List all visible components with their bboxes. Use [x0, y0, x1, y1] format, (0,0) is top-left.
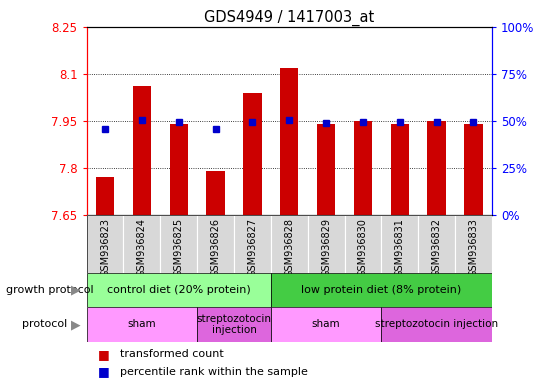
Bar — [271, 273, 492, 307]
Text: percentile rank within the sample: percentile rank within the sample — [120, 366, 308, 377]
Bar — [271, 215, 307, 273]
Text: GSM936828: GSM936828 — [285, 218, 294, 277]
Bar — [344, 215, 381, 273]
Bar — [381, 215, 418, 273]
Text: sham: sham — [127, 319, 156, 329]
Text: GSM936833: GSM936833 — [468, 218, 479, 277]
Bar — [132, 86, 151, 215]
Bar — [455, 215, 492, 273]
Text: GSM936826: GSM936826 — [211, 218, 221, 277]
Text: protocol: protocol — [22, 319, 68, 329]
Text: transformed count: transformed count — [120, 349, 224, 359]
Bar — [87, 273, 271, 307]
Bar — [96, 177, 114, 215]
Bar — [124, 215, 160, 273]
Text: GSM936831: GSM936831 — [395, 218, 405, 277]
Bar — [169, 124, 188, 215]
Bar — [418, 215, 455, 273]
Text: control diet (20% protein): control diet (20% protein) — [107, 285, 250, 295]
Bar — [87, 307, 197, 342]
Bar — [354, 121, 372, 215]
Text: low protein diet (8% protein): low protein diet (8% protein) — [301, 285, 462, 295]
Bar — [87, 215, 124, 273]
Text: ▶: ▶ — [72, 283, 81, 296]
Text: sham: sham — [312, 319, 340, 329]
Text: GSM936824: GSM936824 — [137, 218, 147, 277]
Bar — [234, 215, 271, 273]
Bar — [197, 215, 234, 273]
Bar — [271, 307, 381, 342]
Text: ▶: ▶ — [72, 318, 81, 331]
Bar — [428, 121, 446, 215]
Bar — [206, 171, 225, 215]
Bar — [160, 215, 197, 273]
Title: GDS4949 / 1417003_at: GDS4949 / 1417003_at — [204, 9, 375, 25]
Text: streptozotocin
injection: streptozotocin injection — [197, 314, 272, 335]
Text: GSM936825: GSM936825 — [174, 218, 184, 277]
Text: GSM936832: GSM936832 — [432, 218, 442, 277]
Text: GSM936827: GSM936827 — [248, 218, 258, 277]
Text: ■: ■ — [98, 348, 110, 361]
Text: GSM936830: GSM936830 — [358, 218, 368, 277]
Bar — [243, 93, 262, 215]
Text: ■: ■ — [98, 365, 110, 378]
Text: GSM936829: GSM936829 — [321, 218, 331, 277]
Bar — [307, 215, 344, 273]
Text: streptozotocin injection: streptozotocin injection — [375, 319, 498, 329]
Bar — [391, 124, 409, 215]
Text: GSM936823: GSM936823 — [100, 218, 110, 277]
Bar — [280, 68, 299, 215]
Text: growth protocol: growth protocol — [6, 285, 93, 295]
Bar — [317, 124, 335, 215]
Bar — [381, 307, 492, 342]
Bar — [465, 124, 483, 215]
Bar — [197, 307, 271, 342]
